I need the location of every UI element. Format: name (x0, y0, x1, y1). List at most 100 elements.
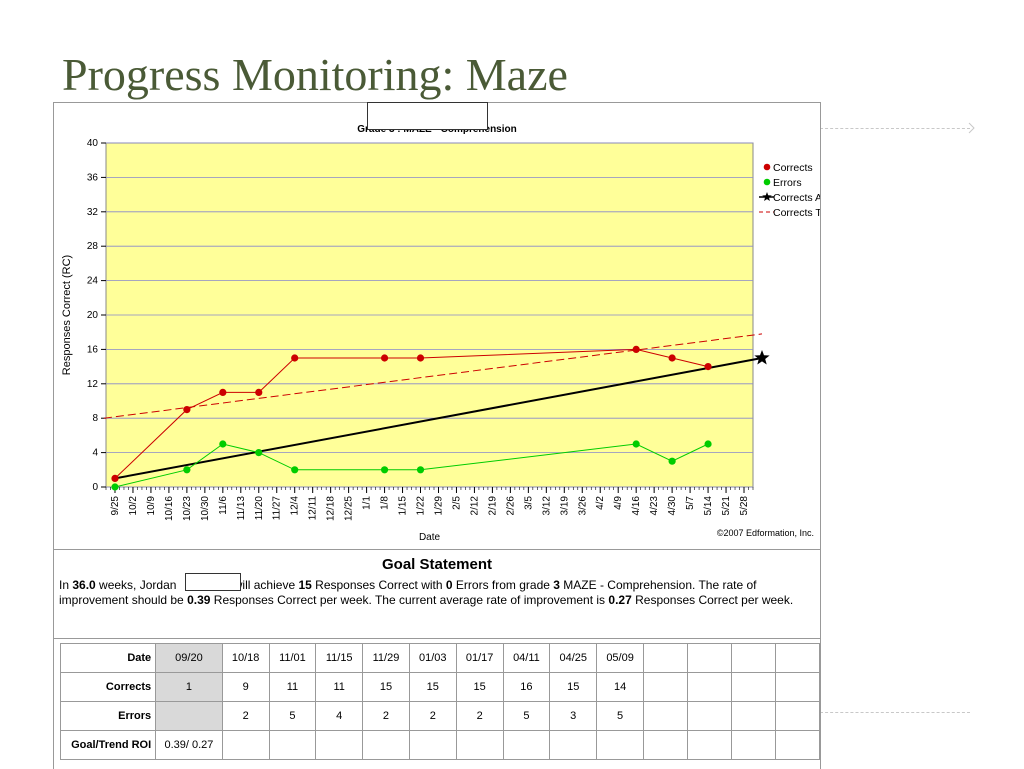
decorative-line-bottom (820, 712, 970, 713)
legend-marker-errors (763, 178, 771, 186)
table-cell-corrects-6: 15 (455, 672, 504, 702)
x-tick-label-0: 9/25 (110, 496, 121, 516)
slide-title: Progress Monitoring: Maze (62, 49, 568, 100)
x-tick-label-18: 1/29 (433, 496, 444, 516)
table-cell-roi-3 (315, 730, 364, 760)
table-cell-dates-12 (730, 643, 776, 673)
x-tick-label-15: 1/8 (380, 496, 391, 510)
x-tick-label-16: 1/15 (398, 496, 409, 516)
y-tick-label-5: 20 (87, 310, 99, 321)
table-cell-corrects-12 (730, 672, 776, 702)
legend-label-2: Corrects Aimline (773, 192, 820, 204)
table-cell-errors-9: 5 (596, 701, 644, 731)
row-label-roi: Goal/Trend ROI (59, 730, 157, 760)
x-tick-label-19: 2/5 (451, 496, 462, 510)
table-cell-roi-5 (408, 730, 457, 760)
y-tick-label-4: 16 (87, 344, 99, 355)
x-tick-label-25: 3/19 (559, 496, 570, 516)
table-cell-dates-11 (686, 643, 732, 673)
x-tick-label-10: 12/4 (290, 496, 301, 516)
legend-marker-aimline (762, 192, 772, 201)
table-cell-corrects-11 (686, 672, 732, 702)
x-tick-label-35: 5/28 (739, 496, 750, 516)
table-cell-corrects-10 (643, 672, 688, 702)
table-cell-errors-11 (686, 701, 732, 731)
table-cell-dates-8: 04/25 (549, 643, 598, 673)
table-cell-dates-10 (643, 643, 688, 673)
y-axis-label: Responses Correct (RC) (61, 255, 73, 375)
table-cell-errors-10 (643, 701, 688, 731)
aimline-goal-star (754, 350, 770, 365)
y-tick-label-9: 36 (87, 172, 99, 183)
point-errors-9 (704, 440, 712, 448)
table-cell-corrects-9: 14 (596, 672, 644, 702)
table-cell-roi-11 (686, 730, 732, 760)
table-cell-dates-3: 11/15 (315, 643, 364, 673)
goal-title: Goal Statement (381, 556, 493, 573)
table-row-date: Date 09/20 10/18 11/01 11/15 11/29 01/03 01/17 0… (59, 643, 821, 673)
report-panel: Jordan Grade 3 : MAZE - Comprehension 04… (53, 102, 821, 769)
table-cell-dates-6: 01/17 (455, 643, 504, 673)
x-tick-label-20: 2/12 (469, 496, 480, 516)
x-tick-label-1: 10/2 (128, 496, 139, 516)
table-cell-roi-13 (774, 730, 821, 760)
point-errors-0 (111, 483, 119, 491)
table-cell-errors-12 (730, 701, 776, 731)
point-corrects-4 (291, 354, 299, 362)
decorative-arrow-top-icon (968, 122, 975, 134)
row-label-date: Date (59, 643, 157, 673)
table-cell-roi-8 (549, 730, 598, 760)
point-corrects-8 (668, 354, 676, 362)
row-label-corrects: Corrects (59, 672, 157, 702)
point-errors-1 (183, 466, 191, 474)
goal-statement: Goal Statement In 36.0 weeks, Jordan wil… (54, 549, 820, 639)
x-tick-label-11: 12/11 (308, 496, 319, 521)
goal-text: In 36.0 weeks, Jordan will achieve 15 Re… (59, 578, 794, 607)
y-tick-label-7: 28 (87, 241, 99, 252)
x-tick-label-34: 5/21 (721, 496, 732, 516)
y-tick-label-3: 12 (87, 379, 99, 390)
table-cell-corrects-7: 16 (502, 672, 551, 702)
x-tick-label-14: 1/1 (362, 496, 373, 510)
point-errors-8 (668, 457, 676, 465)
table-cell-corrects-4: 15 (362, 672, 410, 702)
y-tick-label-10: 40 (87, 138, 99, 149)
x-tick-label-33: 5/14 (703, 496, 714, 516)
x-tick-label-32: 5/7 (685, 496, 696, 510)
series-line-corrects (114, 348, 709, 479)
decorative-line-top (820, 128, 970, 129)
table-cell-dates-9: 05/09 (596, 643, 644, 673)
x-tick-label-4: 10/23 (182, 496, 193, 521)
point-errors-6 (416, 466, 425, 474)
x-axis-label: Date (419, 532, 441, 543)
point-corrects-3 (255, 388, 263, 396)
x-tick-label-6: 11/6 (218, 496, 229, 515)
table-cell-errors-2: 5 (268, 701, 317, 731)
x-tick-label-8: 11/20 (254, 496, 265, 521)
table-cell-corrects-1: 9 (221, 672, 270, 702)
table-row-corrects: Corrects 1 9 11 11 15 15 15 16 15 14 (59, 672, 821, 702)
x-tick-label-21: 2/19 (487, 496, 498, 516)
redaction-box-title (367, 102, 488, 130)
x-tick-label-13: 12/25 (344, 496, 355, 521)
table-cell-dates-7: 04/11 (502, 643, 551, 673)
table-cell-roi-9 (596, 730, 644, 760)
y-tick-label-2: 8 (92, 413, 98, 424)
table-cell-roi-6 (455, 730, 504, 760)
copyright-text: ©2007 Edformation, Inc. (716, 528, 814, 538)
x-tick-label-2: 10/9 (146, 496, 157, 516)
table-cell-corrects-3: 11 (315, 672, 364, 702)
legend-label-1: Errors (773, 177, 802, 189)
point-errors-4 (291, 466, 299, 474)
legend-label-3: Corrects Trend (773, 207, 820, 219)
table-cell-dates-13 (774, 643, 821, 673)
table-cell-corrects-13 (774, 672, 821, 702)
table-row-errors: Errors 2 5 4 2 2 2 5 3 5 (59, 701, 821, 731)
table-cell-errors-3: 4 (315, 701, 364, 731)
point-corrects-9 (704, 363, 712, 371)
redaction-box-goal (185, 573, 241, 591)
table-cell-errors-7: 5 (502, 701, 551, 731)
x-tick-label-22: 2/26 (505, 496, 516, 516)
x-tick-label-31: 4/30 (667, 496, 678, 516)
table-cell-errors-13 (774, 701, 821, 731)
